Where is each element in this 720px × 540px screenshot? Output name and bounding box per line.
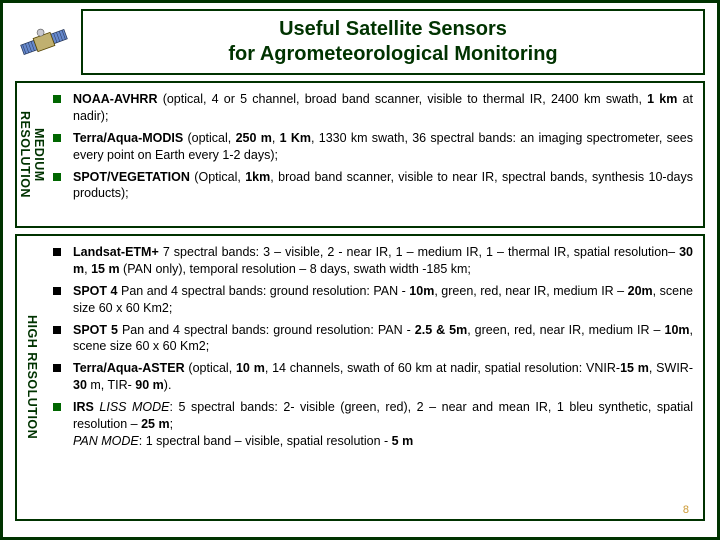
high-bullets: Landsat-ETM+ 7 spectral bands: 3 – visib… xyxy=(47,236,703,519)
bullet-icon xyxy=(53,95,61,103)
list-item: SPOT/VEGETATION (Optical, 1km, broad ban… xyxy=(51,169,693,203)
list-item: SPOT 4 Pan and 4 spectral bands: ground … xyxy=(51,283,693,317)
high-resolution-label: HIGH RESOLUTION xyxy=(17,236,47,519)
bullet-text: SPOT 5 Pan and 4 spectral bands: ground … xyxy=(73,322,693,356)
list-item: SPOT 5 Pan and 4 spectral bands: ground … xyxy=(51,322,693,356)
page-title: Useful Satellite Sensors for Agrometeoro… xyxy=(93,17,693,67)
title-box: Useful Satellite Sensors for Agrometeoro… xyxy=(81,9,705,75)
high-resolution-box: HIGH RESOLUTION Landsat-ETM+ 7 spectral … xyxy=(15,234,705,521)
bullet-text: Landsat-ETM+ 7 spectral bands: 3 – visib… xyxy=(73,244,693,278)
bullet-text: SPOT 4 Pan and 4 spectral bands: ground … xyxy=(73,283,693,317)
medium-resolution-label: MEDIUM RESOLUTION xyxy=(17,83,47,226)
list-item: Landsat-ETM+ 7 spectral bands: 3 – visib… xyxy=(51,244,693,278)
satellite-icon xyxy=(17,15,71,69)
page-number: 8 xyxy=(683,504,689,516)
list-item: Terra/Aqua-MODIS (optical, 250 m, 1 Km, … xyxy=(51,130,693,164)
list-item: Terra/Aqua-ASTER (optical, 10 m, 14 chan… xyxy=(51,360,693,394)
bullet-icon xyxy=(53,364,61,372)
list-item: IRS LISS MODE: 5 spectral bands: 2- visi… xyxy=(51,399,693,450)
medium-resolution-box: MEDIUM RESOLUTION NOAA-AVHRR (optical, 4… xyxy=(15,81,705,228)
bullet-text: Terra/Aqua-MODIS (optical, 250 m, 1 Km, … xyxy=(73,130,693,164)
title-line-2: for Agrometeorological Monitoring xyxy=(228,43,557,65)
bullet-text: Terra/Aqua-ASTER (optical, 10 m, 14 chan… xyxy=(73,360,693,394)
bullet-icon xyxy=(53,248,61,256)
bullet-icon xyxy=(53,173,61,181)
slide: Useful Satellite Sensors for Agrometeoro… xyxy=(0,0,720,540)
bullet-icon xyxy=(53,134,61,142)
medium-bullets: NOAA-AVHRR (optical, 4 or 5 channel, bro… xyxy=(47,83,703,226)
bullet-icon xyxy=(53,403,61,411)
bullet-icon xyxy=(53,326,61,334)
bullet-icon xyxy=(53,287,61,295)
bullet-text: SPOT/VEGETATION (Optical, 1km, broad ban… xyxy=(73,169,693,203)
bullet-text: NOAA-AVHRR (optical, 4 or 5 channel, bro… xyxy=(73,91,693,125)
list-item: NOAA-AVHRR (optical, 4 or 5 channel, bro… xyxy=(51,91,693,125)
title-line-1: Useful Satellite Sensors xyxy=(279,18,507,40)
bullet-text: IRS LISS MODE: 5 spectral bands: 2- visi… xyxy=(73,399,693,450)
